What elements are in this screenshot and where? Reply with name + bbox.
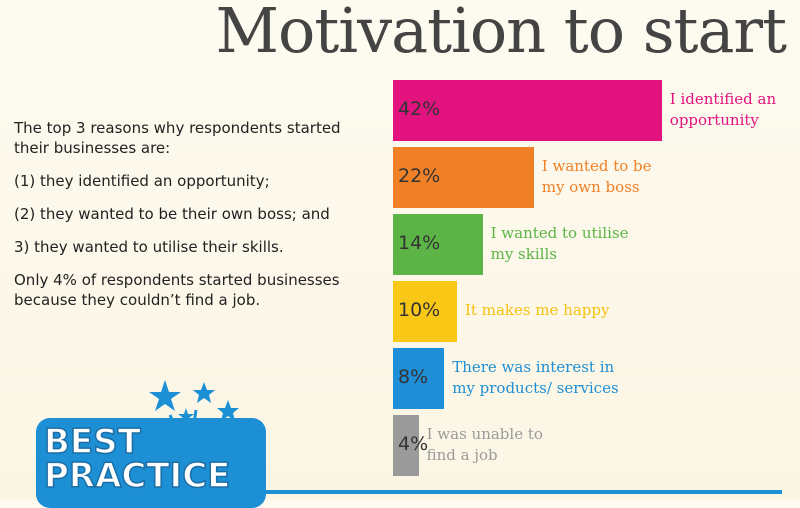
bar bbox=[393, 348, 445, 409]
intro-paragraph: The top 3 reasons why respondents starte… bbox=[14, 119, 341, 157]
value-label: 22% bbox=[398, 165, 441, 187]
value-label: 42% bbox=[398, 98, 441, 120]
category-line: There was interest in bbox=[452, 357, 615, 376]
category-line: opportunity bbox=[669, 110, 759, 129]
category-line: I wanted to be bbox=[541, 156, 652, 175]
badge: BEST PRACTICE bbox=[36, 418, 266, 508]
bar bbox=[393, 214, 483, 275]
divider bbox=[262, 490, 782, 494]
badge-text: PRACTICE bbox=[43, 456, 231, 496]
category-line: I identified an bbox=[669, 89, 777, 108]
value-label: 10% bbox=[398, 299, 441, 321]
category-line: my products/ services bbox=[452, 378, 619, 397]
category-line: I wanted to utilise bbox=[490, 223, 629, 242]
bar bbox=[393, 80, 662, 141]
value-label: 4% bbox=[398, 433, 429, 455]
bar bbox=[393, 415, 419, 476]
category-line: my skills bbox=[490, 244, 557, 263]
value-label: 8% bbox=[398, 366, 429, 388]
category-line: It makes me happy bbox=[465, 301, 610, 319]
category-label: I was unable to find a job bbox=[427, 424, 543, 466]
category-label: It makes me happy bbox=[465, 300, 609, 321]
badge-text: BEST bbox=[43, 422, 141, 462]
intro-paragraph: (2) they wanted to be their own boss; an… bbox=[14, 205, 330, 223]
intro-paragraph: 3) they wanted to utilise their skills. bbox=[14, 238, 284, 256]
bar bbox=[393, 147, 534, 208]
value-label: 14% bbox=[398, 232, 441, 254]
category-label: I identified an opportunity bbox=[670, 89, 776, 131]
bar bbox=[393, 281, 457, 342]
intro-paragraph: Only 4% of respondents started businesse… bbox=[14, 271, 340, 309]
category-line: I was unable to bbox=[426, 424, 543, 443]
category-line: my own boss bbox=[541, 177, 640, 196]
category-line: find a job bbox=[426, 445, 498, 464]
chart-title: Motivation to start bbox=[215, 0, 787, 67]
intro-text: The top 3 reasons why respondents starte… bbox=[14, 118, 370, 323]
category-label: There was interest in my products/ servic… bbox=[452, 357, 618, 399]
category-label: I wanted to be my own boss bbox=[542, 156, 652, 198]
intro-paragraph: (1) they identified an opportunity; bbox=[14, 172, 270, 190]
category-label: I wanted to utilise my skills bbox=[491, 223, 629, 265]
